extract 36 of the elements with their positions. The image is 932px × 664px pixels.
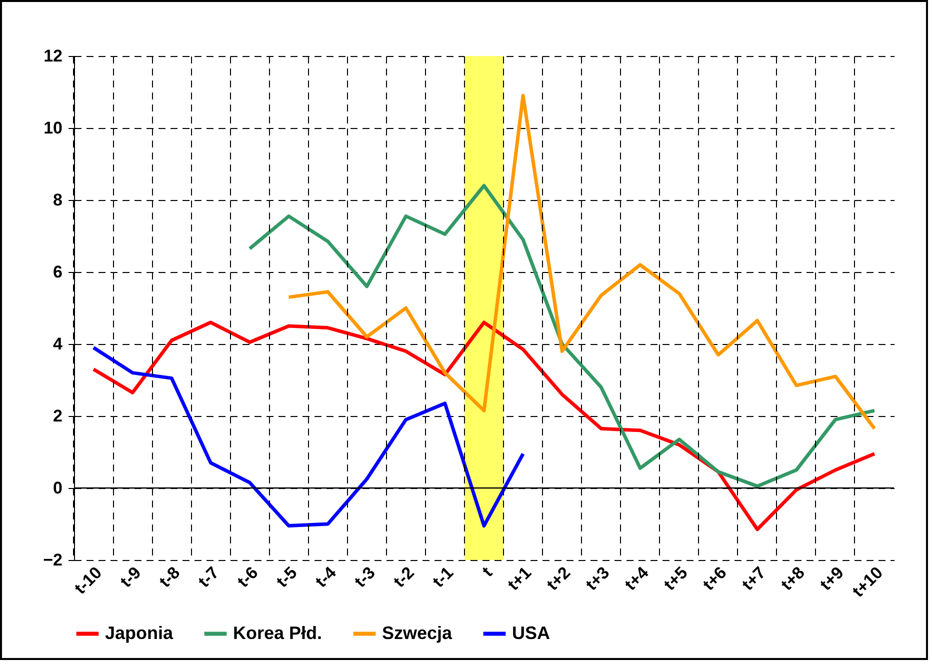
x-tick-label: t+1 bbox=[504, 563, 536, 594]
line-series bbox=[287, 94, 876, 430]
x-tick-label: t-7 bbox=[194, 563, 223, 592]
x-tick-label: t+2 bbox=[542, 563, 574, 594]
x-tick-label: t bbox=[478, 562, 496, 581]
x-tick-label: t+3 bbox=[582, 563, 614, 594]
x-tick-label: t-4 bbox=[312, 562, 340, 592]
x-tick-label: t-1 bbox=[428, 563, 457, 592]
y-tick-label: 8 bbox=[53, 190, 62, 210]
legend-label: Szwecja bbox=[382, 622, 454, 643]
x-tick-label: t+8 bbox=[777, 563, 808, 594]
legend-label: Japonia bbox=[105, 622, 174, 643]
legend-label: USA bbox=[512, 622, 550, 643]
y-tick-label: 12 bbox=[44, 46, 62, 66]
y-tick-label: −2 bbox=[43, 550, 62, 570]
x-tick-label: t+4 bbox=[621, 562, 653, 594]
line-series bbox=[92, 346, 525, 528]
y-tick-label: 4 bbox=[53, 334, 64, 354]
line-series bbox=[92, 320, 876, 532]
x-tick-label: t-6 bbox=[234, 563, 262, 592]
x-tick-label: t+5 bbox=[660, 563, 692, 594]
line-series bbox=[248, 184, 876, 488]
x-tick-label: t-3 bbox=[350, 563, 379, 592]
y-tick-label: 2 bbox=[53, 406, 62, 426]
x-tick-label: t-10 bbox=[70, 563, 106, 598]
y-tick-label: 0 bbox=[53, 478, 62, 498]
x-tick-label: t+9 bbox=[816, 563, 848, 594]
legend-label: Korea Płd. bbox=[233, 622, 322, 643]
x-tick-label: t+7 bbox=[738, 563, 770, 594]
x-tick-label: t-8 bbox=[156, 563, 184, 592]
x-tick-label: t-2 bbox=[390, 563, 418, 592]
y-tick-label: 6 bbox=[53, 262, 62, 282]
x-tick-label: t-9 bbox=[116, 563, 145, 592]
y-tick-label: 10 bbox=[44, 118, 62, 138]
x-tick-label: t-5 bbox=[272, 563, 301, 592]
x-tick-label: t+6 bbox=[699, 563, 730, 594]
